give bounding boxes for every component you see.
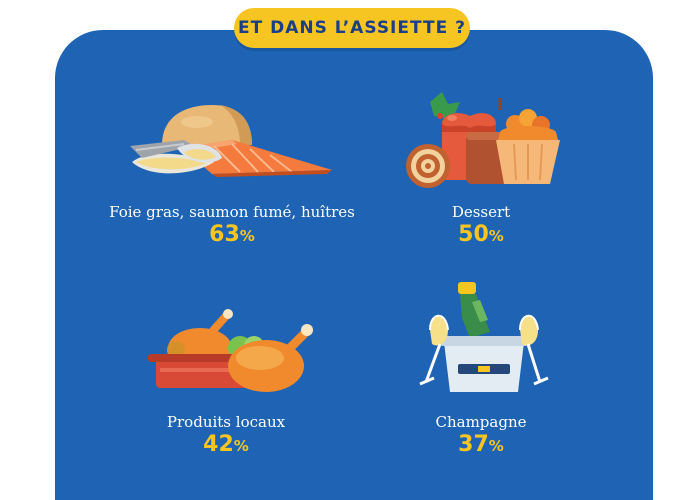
dessert-icon: [406, 92, 560, 188]
stat-value: 63%: [209, 222, 255, 247]
seafood-plate-icon: [130, 105, 332, 177]
stat-value: 50%: [458, 222, 504, 247]
stat-item-dessert: Dessert 50%: [331, 203, 631, 249]
infographic-panel: [55, 30, 653, 500]
roast-chicken-icon: [148, 309, 313, 392]
champagne-icon: [419, 282, 549, 392]
stat-value: 42%: [203, 432, 249, 457]
stat-label: Foie gras, saumon fumé, huîtres: [109, 203, 355, 221]
stat-label: Produits locaux: [166, 413, 286, 431]
stat-item-champagne: Champagne 37%: [331, 413, 631, 459]
page-title: ET DANS L’ASSIETTE ?: [234, 8, 470, 48]
stat-value: 37%: [458, 432, 504, 457]
stat-label: Dessert: [451, 203, 511, 221]
stat-item-local-products: Produits locaux 42%: [76, 413, 376, 459]
stat-item-seafood: Foie gras, saumon fumé, huîtres 63%: [82, 203, 382, 249]
stat-label: Champagne: [435, 413, 527, 431]
